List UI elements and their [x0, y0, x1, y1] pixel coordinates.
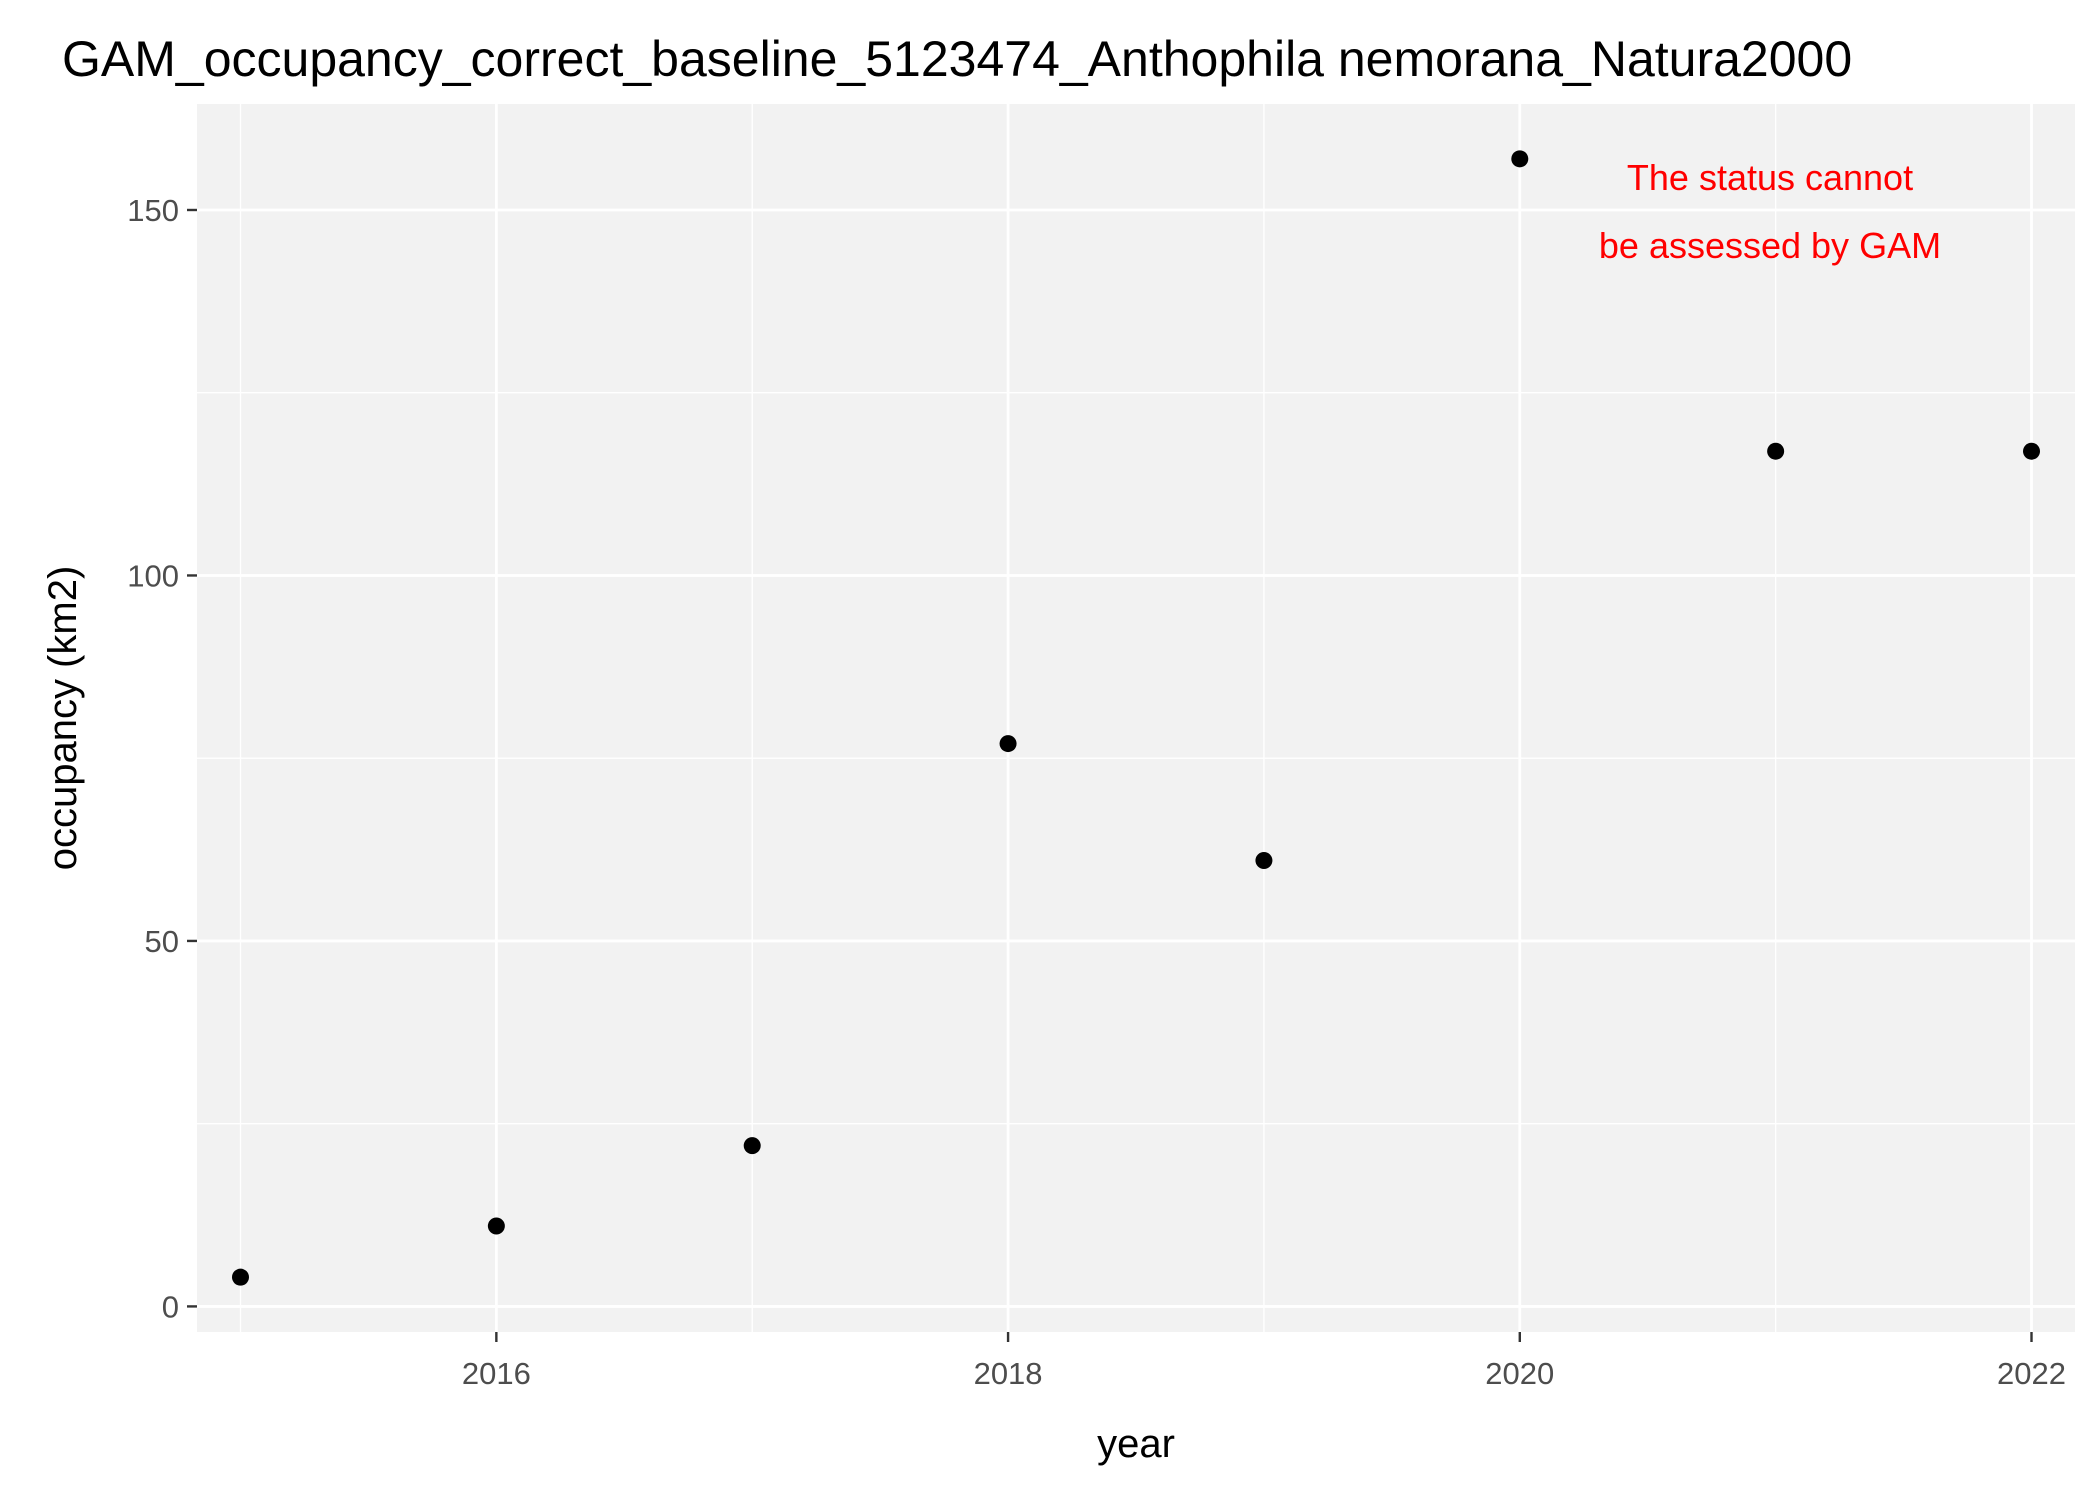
data-point [743, 1137, 761, 1155]
chart-title: GAM_occupancy_correct_baseline_5123474_A… [62, 31, 1852, 87]
grid-major [197, 104, 2075, 1332]
x-tick-label: 2016 [462, 1356, 531, 1391]
data-points [231, 150, 2041, 1286]
y-tick-label: 50 [145, 924, 179, 959]
y-axis-title: occupancy (km2) [41, 566, 85, 871]
x-tick-label: 2020 [1485, 1356, 1554, 1391]
annotation-line: be assessed by GAM [1599, 225, 1941, 266]
data-point [1767, 442, 1785, 460]
data-point [999, 735, 1017, 753]
x-axis: 2016 2018 2020 2022 [462, 1332, 2066, 1391]
y-tick-label: 0 [162, 1289, 179, 1324]
data-point [2023, 442, 2041, 460]
x-axis-title: year [1097, 1422, 1175, 1466]
data-point [487, 1217, 505, 1235]
y-tick-label: 150 [127, 193, 179, 228]
y-tick-label: 100 [127, 558, 179, 593]
annotation-line: The status cannot [1627, 157, 1913, 198]
x-tick-label: 2022 [1997, 1356, 2066, 1391]
grid-minor [197, 104, 2075, 1332]
data-point [1255, 852, 1273, 870]
data-point [231, 1268, 249, 1286]
status-annotation: The status cannot be assessed by GAM [1599, 157, 1941, 266]
plot-panel [197, 104, 2075, 1332]
x-tick-label: 2018 [974, 1356, 1043, 1391]
data-point [1511, 150, 1529, 168]
y-axis: 0 50 100 150 [127, 193, 197, 1324]
